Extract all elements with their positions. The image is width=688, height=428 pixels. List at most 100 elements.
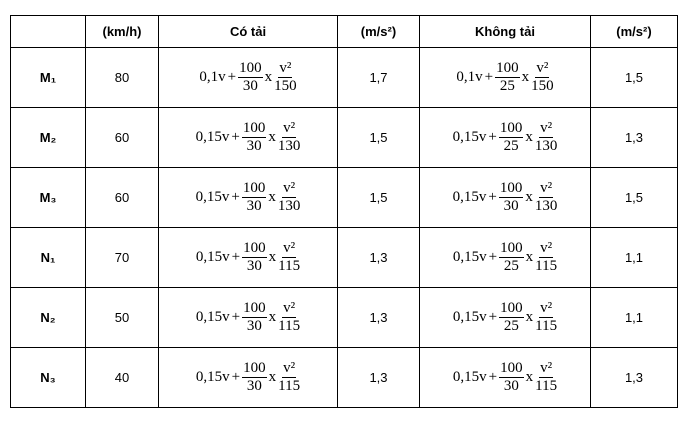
vehicle-class: M₂ [10, 107, 86, 168]
formula: 0,1v +100 25 x v² 150 [456, 60, 553, 95]
fraction: v² 150 [274, 60, 297, 95]
denominator: 130 [277, 198, 301, 214]
speed: 80 [85, 47, 159, 108]
formula-times: x [268, 189, 276, 205]
denominator: 30 [246, 318, 262, 334]
table-row: N₁ 70 0,15v +100 30 x v² 115 1,3 0,15v +100 25 x v² 11… [10, 227, 678, 288]
formula-cell: 0,15v +100 30 x v² 115 [419, 347, 591, 408]
fraction: v² 130 [535, 120, 558, 155]
numerator: v² [282, 120, 297, 138]
denominator: 115 [535, 258, 558, 274]
formula-cell: 0,15v +100 30 x v² 115 [158, 227, 338, 288]
fraction: v² 115 [278, 360, 300, 395]
accel-loaded: 1,3 [337, 227, 420, 288]
denominator: 30 [503, 198, 519, 214]
formula-plus: + [231, 189, 240, 205]
denominator: 30 [246, 198, 262, 214]
speed: 60 [85, 107, 159, 168]
denominator: 30 [503, 378, 519, 394]
accel-loaded: 1,5 [337, 107, 420, 168]
formula-times: x [264, 69, 273, 85]
formula-cell: 0,15v +100 30 x v² 130 [158, 107, 338, 168]
vehicle-class: N₂ [10, 287, 86, 348]
formula-times: x [268, 249, 277, 265]
fraction: 100 30 [242, 240, 267, 275]
denominator: 115 [278, 318, 301, 334]
formula: 0,15v +100 30 x v² 115 [196, 300, 300, 335]
formula: 0,15v +100 30 x v² 130 [196, 180, 301, 215]
numerator: v² [282, 240, 297, 258]
denominator: 25 [499, 78, 515, 94]
formula-lead: 0,15v [452, 189, 487, 205]
numerator: v² [539, 120, 554, 138]
numerator: v² [539, 300, 554, 318]
denominator: 25 [503, 318, 519, 334]
numerator: 100 [241, 120, 267, 138]
fraction: 100 25 [499, 300, 524, 335]
fraction: v² 150 [531, 60, 554, 95]
formula-cell: 0,1v +100 25 x v² 150 [419, 47, 591, 108]
denominator: 30 [242, 78, 258, 94]
formula: 0,15v +100 25 x v² 115 [453, 300, 557, 335]
table-row: M₂ 60 0,15v +100 30 x v² 130 1,5 0,15v +100 25 x v² 13… [10, 107, 678, 168]
accel-unloaded: 1,3 [590, 107, 678, 168]
formula: 0,15v +100 30 x v² 130 [453, 180, 558, 215]
formula-cell: 0,15v +100 25 x v² 130 [419, 107, 591, 168]
accel-loaded: 1,5 [337, 167, 420, 228]
formula-times: x [268, 309, 277, 325]
denominator: 130 [534, 138, 558, 154]
formula-cell: 0,15v +100 30 x v² 130 [158, 167, 338, 228]
fraction: 100 25 [498, 120, 524, 155]
formula-times: x [525, 189, 533, 205]
table-row: N₂ 50 0,15v +100 30 x v² 115 1,3 0,15v +100 25 x v² 11… [10, 287, 678, 348]
denominator: 130 [534, 198, 558, 214]
formula-times: x [525, 249, 534, 265]
denominator: 30 [246, 378, 262, 394]
formula-times: x [525, 369, 534, 385]
table-row: M₃ 60 0,15v +100 30 x v² 130 1,5 0,15v +100 30 x v² 13… [10, 167, 678, 228]
speed: 40 [85, 347, 159, 408]
denominator: 115 [535, 378, 558, 394]
fraction: 100 30 [242, 300, 267, 335]
accel-unloaded: 1,3 [590, 347, 678, 408]
denominator: 115 [535, 318, 558, 334]
formula-plus: + [227, 69, 237, 85]
formula-times: x [525, 309, 534, 325]
formula-lead: 0,15v [195, 369, 230, 385]
numerator: v² [282, 300, 297, 318]
formula-cell: 0,1v +100 30 x v² 150 [158, 47, 338, 108]
denominator: 30 [246, 138, 262, 154]
numerator: 100 [498, 120, 524, 138]
numerator: 100 [238, 60, 263, 78]
denominator: 150 [274, 78, 297, 94]
fraction: v² 115 [535, 300, 557, 335]
fraction: v² 115 [278, 240, 300, 275]
denominator: 115 [278, 378, 301, 394]
header-cell: (m/s²) [590, 15, 678, 48]
accel-unloaded: 1,5 [590, 167, 678, 228]
accel-loaded: 1,7 [337, 47, 420, 108]
table-body: M₁ 80 0,1v +100 30 x v² 150 1,7 0,1v +100 25 x v² 150 1… [10, 47, 678, 408]
formula-plus: + [231, 129, 240, 145]
denominator: 30 [246, 258, 262, 274]
formula: 0,15v +100 30 x v² 115 [453, 360, 557, 395]
fraction: 100 30 [242, 360, 267, 395]
numerator: 100 [241, 180, 267, 198]
vehicle-class: N₁ [10, 227, 86, 288]
fraction: v² 130 [278, 180, 301, 215]
speed: 60 [85, 167, 159, 228]
fraction: v² 115 [535, 240, 557, 275]
formula-times: x [521, 69, 530, 85]
denominator: 115 [278, 258, 301, 274]
denominator: 130 [277, 138, 301, 154]
formula-lead: 0,15v [195, 189, 230, 205]
accel-unloaded: 1,1 [590, 287, 678, 348]
table-row: N₃ 40 0,15v +100 30 x v² 115 1,3 0,15v +100 30 x v² 11… [10, 347, 678, 408]
fraction: 100 25 [495, 60, 520, 95]
formula-lead: 0,15v [452, 249, 487, 265]
numerator: 100 [495, 60, 520, 78]
formula: 0,15v +100 25 x v² 115 [453, 240, 557, 275]
formula-times: x [268, 369, 277, 385]
denominator: 150 [531, 78, 554, 94]
header-cell: (m/s²) [337, 15, 420, 48]
